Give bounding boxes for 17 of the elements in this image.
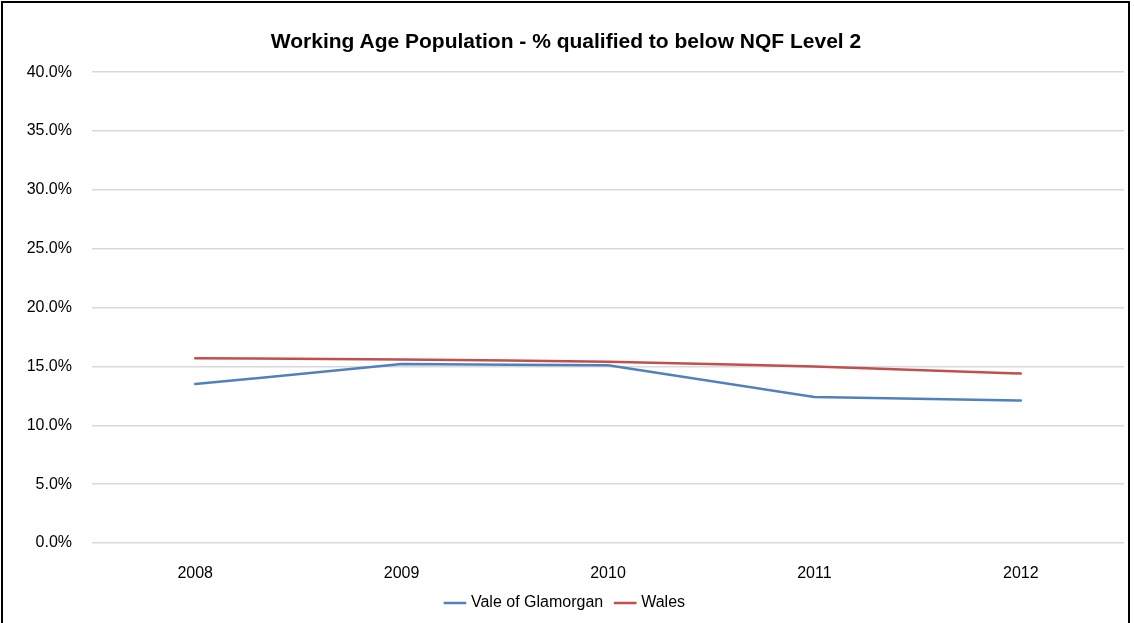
y-tick-label: 0.0% — [35, 533, 72, 551]
y-tick-label: 40.0% — [26, 62, 72, 80]
y-tick-label: 20.0% — [26, 298, 72, 316]
y-tick-label: 25.0% — [26, 239, 72, 257]
x-tick-label: 2011 — [797, 564, 832, 582]
y-tick-label: 10.0% — [26, 415, 72, 433]
x-tick-label: 2009 — [383, 564, 420, 582]
y-tick-label: 15.0% — [26, 356, 72, 374]
y-tick-label: 30.0% — [26, 180, 72, 198]
x-tick-label: 2008 — [177, 564, 214, 582]
chart-title: Working Age Population - % qualified to below NQF Level 2 — [270, 29, 862, 53]
y-tick-label: 5.0% — [35, 474, 72, 492]
legend-label: Vale of Glamorgan — [470, 593, 604, 611]
legend-label: Wales — [641, 593, 686, 611]
x-tick-label: 2010 — [590, 564, 626, 582]
x-tick-label: 2012 — [1003, 564, 1039, 582]
y-tick-label: 35.0% — [26, 121, 72, 139]
